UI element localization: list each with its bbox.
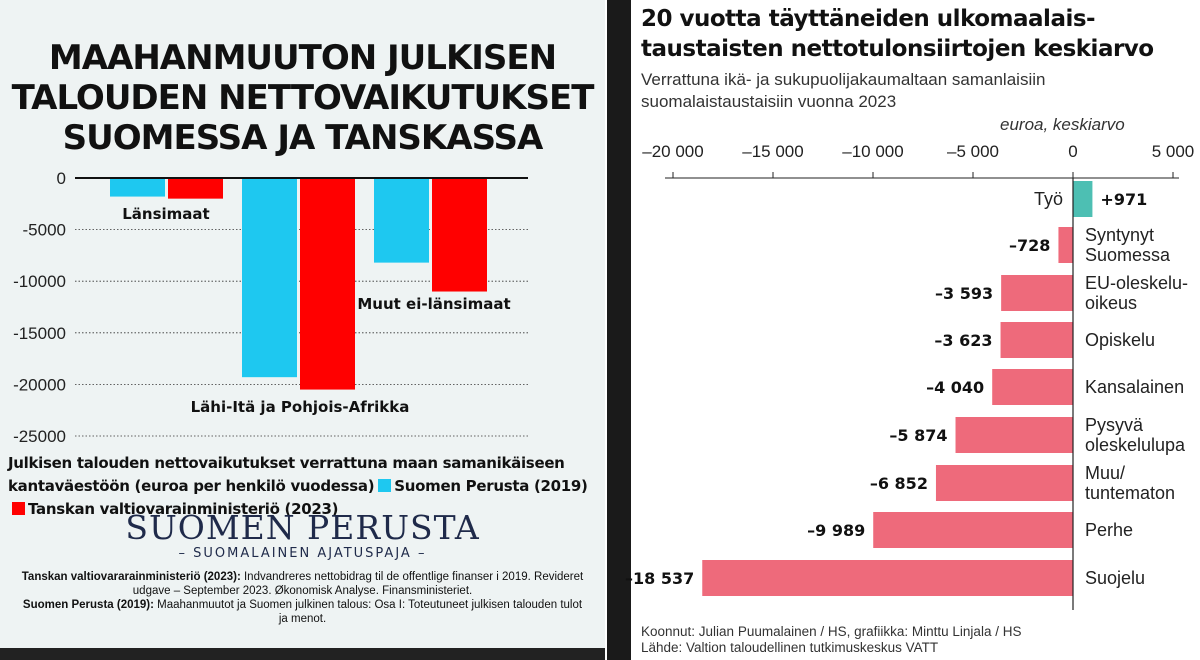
- left-title-line: TALOUDEN NETTOVAIKUTUKSET: [11, 78, 595, 118]
- right-title-line: taustaisten nettotulonsiirtojen keskiarv…: [641, 36, 1154, 62]
- value-label: –18 537: [625, 569, 694, 588]
- right-subtitle-line: Verrattuna ikä- ja sukupuolijakaumaltaan…: [641, 70, 1046, 89]
- bar: [1001, 275, 1073, 311]
- category-label: tuntematon: [1085, 483, 1175, 503]
- category-label: Pysyvä: [1085, 415, 1144, 435]
- credits-line: Lähde: Valtion taloudellinen tutkimuskes…: [641, 640, 939, 655]
- right-axis-unit: euroa, keskiarvo: [1000, 115, 1125, 134]
- category-label: Muu/: [1085, 463, 1125, 483]
- right-chart-title: 20 vuotta täyttäneiden ulkomaalais- taus…: [641, 4, 1200, 64]
- right-subtitle-line: suomalaistaustaisiin vuonna 2023: [641, 92, 897, 111]
- bottom-strip: [0, 648, 633, 660]
- y-tick-label: -10000: [13, 272, 66, 291]
- right-credits: Koonnut: Julian Puumalainen / HS, grafii…: [641, 624, 1200, 656]
- source-bold: Tanskan valtiovararainministeriö (2023):: [21, 571, 241, 583]
- brand-logo: SUOMEN PERUSTA: [125, 508, 480, 547]
- x-tick-label: –15 000: [742, 142, 803, 161]
- bar: [702, 560, 1073, 596]
- legend-swatch-perusta: [378, 479, 392, 492]
- value-label: –728: [1009, 236, 1050, 255]
- left-title-line: SUOMESSA JA TANSKASSA: [62, 118, 544, 158]
- bar-perusta: [374, 178, 429, 263]
- value-label: –9 989: [807, 521, 865, 540]
- category-label: Työ: [1034, 189, 1063, 209]
- sources-text: Tanskan valtiovararainministeriö (2023):…: [20, 570, 585, 626]
- category-label: Opiskelu: [1085, 330, 1155, 350]
- category-label: oikeus: [1085, 293, 1137, 313]
- left-chart-title: MAAHANMUUTON JULKISEN TALOUDEN NETTOVAIK…: [0, 38, 605, 158]
- category-label: EU-oleskelu-: [1085, 273, 1188, 293]
- value-label: –4 040: [926, 378, 984, 397]
- source-text: Indvandreres nettobidrag til de offentli…: [132, 571, 584, 597]
- source-text: Maahanmuutot ja Suomen julkinen talous: …: [153, 599, 583, 625]
- category-label: Suomessa: [1085, 245, 1171, 265]
- value-label: –6 852: [870, 474, 928, 493]
- bar: [1073, 181, 1093, 217]
- left-chart-caption: Julkisen talouden nettovaikutukset verra…: [8, 452, 598, 521]
- y-tick-label: 0: [57, 169, 66, 188]
- right-chart-subtitle: Verrattuna ikä- ja sukupuolijakaumaltaan…: [641, 69, 1200, 113]
- category-label: Suojelu: [1085, 568, 1145, 588]
- bar-tanska: [300, 178, 355, 390]
- right-title-line: 20 vuotta täyttäneiden ulkomaalais-: [641, 6, 1096, 32]
- y-tick-label: -5000: [23, 221, 66, 240]
- source-bold: Suomen Perusta (2019):: [22, 599, 154, 611]
- value-label: –5 874: [889, 426, 947, 445]
- right-bar-chart: –20 000 –15 000 –10 000 –5 000 0 5 000 +971 Työ…: [625, 142, 1195, 610]
- bar: [935, 465, 1073, 501]
- category-label: oleskelulupa: [1085, 435, 1186, 455]
- value-label: –3 623: [934, 331, 992, 350]
- bar-tanska: [432, 178, 487, 292]
- category-label: Muut ei-länsimaat: [357, 295, 510, 313]
- caption-text: Julkisen talouden nettovaikutukset verra…: [8, 454, 565, 495]
- left-panel: MAAHANMUUTON JULKISEN TALOUDEN NETTOVAIK…: [0, 0, 605, 648]
- bar: [1058, 227, 1073, 263]
- y-tick-label: -20000: [13, 375, 66, 394]
- category-label: Kansalainen: [1085, 377, 1184, 397]
- left-title-line: MAAHANMUUTON JULKISEN: [48, 38, 557, 78]
- panel-divider: [605, 0, 633, 660]
- x-tick-label: –5 000: [947, 142, 999, 161]
- bar: [873, 512, 1073, 548]
- y-tick-label: -15000: [13, 324, 66, 343]
- x-tick-label: 5 000: [1152, 142, 1195, 161]
- bar: [1000, 322, 1073, 358]
- legend-swatch-tanska: [12, 502, 25, 515]
- category-label: Länsimaat: [122, 205, 209, 223]
- bar-perusta: [110, 178, 165, 197]
- y-tick-label: -25000: [13, 427, 66, 446]
- category-label: Perhe: [1085, 520, 1133, 540]
- category-label: Syntynyt: [1085, 225, 1154, 245]
- legend-label-tanska: Tanskan valtiovarainministeriö (2023): [28, 500, 339, 518]
- bar-perusta: [242, 178, 297, 378]
- value-label: –3 593: [935, 284, 993, 303]
- category-label: Lähi-Itä ja Pohjois-Afrikka: [191, 398, 410, 416]
- bar: [992, 369, 1073, 405]
- legend-label-perusta: Suomen Perusta (2019): [394, 477, 588, 495]
- value-label: +971: [1100, 190, 1147, 209]
- credits-line: Koonnut: Julian Puumalainen / HS, grafii…: [641, 624, 1022, 639]
- left-bar-chart: 0 -5000 -10000 -15000 -20000 -25000 Länsimaat L…: [13, 169, 528, 446]
- x-tick-label: –20 000: [642, 142, 703, 161]
- bar-tanska: [168, 178, 223, 199]
- bar: [955, 417, 1073, 453]
- x-tick-label: 0: [1068, 142, 1077, 161]
- x-tick-label: –10 000: [842, 142, 903, 161]
- brand-tagline: – SUOMALAINEN AJATUSPAJA –: [178, 546, 427, 561]
